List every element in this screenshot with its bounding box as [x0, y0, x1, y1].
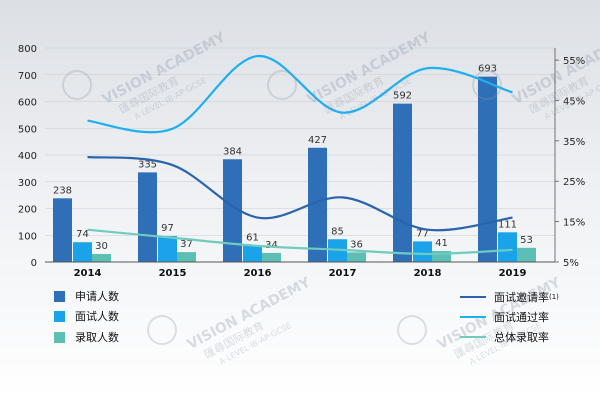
legend-item-admissions: 录取人数	[54, 329, 119, 345]
y2-tick-label: 55%	[563, 56, 585, 67]
bar-2-2016	[262, 252, 281, 262]
legend-item-pass-rate: 面试通过率	[460, 309, 549, 325]
bar-0-2015	[138, 172, 157, 262]
watermark-emblem-icon	[267, 70, 297, 100]
bar-1-2014	[73, 242, 92, 262]
legend-swatch-interviews	[54, 310, 65, 322]
line-series-2	[87, 228, 513, 256]
bar-1-2019	[498, 232, 517, 262]
legend-swatch-admissions	[54, 331, 65, 343]
x-tick-label: 2019	[499, 268, 527, 279]
x-axis: 2014 2015 2016 2017 2018 2019	[45, 261, 555, 279]
bar-0-2014	[53, 198, 72, 262]
line-series-1	[87, 54, 513, 134]
legend-swatch-invite-rate	[460, 296, 486, 298]
legend-item-applications: 申请人数	[54, 288, 119, 304]
bar-0-2019	[478, 76, 497, 262]
y-tick-label: 100	[18, 231, 37, 242]
bar-value-label: 77	[416, 228, 429, 239]
y-tick-label: 400	[18, 151, 37, 162]
y-tick-label: 600	[18, 98, 37, 109]
watermark-emblem-icon	[62, 70, 92, 100]
bar-1-2015	[158, 236, 177, 262]
bar-0-2017	[308, 147, 327, 262]
watermark-emblem-icon	[397, 315, 427, 345]
bar-value-label: 41	[435, 238, 448, 249]
bar-value-label: 36	[350, 239, 363, 250]
bar-value-label: 37	[180, 239, 193, 250]
y2-tick-label: 25%	[563, 177, 585, 188]
bar-0-2016	[223, 159, 242, 262]
legend-label-interviews: 面试人数	[75, 310, 119, 323]
watermark-emblem-icon	[147, 315, 177, 345]
bar-value-label: 111	[498, 219, 517, 230]
bar-value-label: 238	[53, 185, 72, 196]
grid-layer	[45, 47, 555, 263]
bar-value-label: 30	[95, 241, 108, 252]
legend-label-admit-rate: 总体录取率	[494, 331, 549, 344]
bar-0-2018	[393, 103, 412, 262]
y-tick-label: 200	[18, 205, 37, 216]
watermark-emblem-icon	[472, 70, 502, 100]
bar-2-2017	[347, 252, 366, 262]
line-series-0	[87, 155, 513, 232]
y2-tick-label: 45%	[563, 96, 585, 107]
legend-swatch-applications	[54, 290, 65, 302]
bar-value-label: 97	[161, 223, 174, 234]
bar-value-label: 335	[138, 159, 157, 170]
y2-tick-label: 15%	[563, 218, 585, 229]
bar-2-2014	[92, 253, 111, 262]
legend-label-applications: 申请人数	[75, 290, 119, 303]
x-tick-label: 2018	[414, 268, 442, 279]
y2-tick-label: 5%	[563, 258, 579, 269]
bar-value-label: 693	[478, 64, 497, 75]
legend-swatch-admit-rate	[460, 336, 486, 338]
bar-2-2019	[517, 247, 536, 262]
x-tick-label: 2016	[244, 268, 272, 279]
bar-value-label: 85	[331, 226, 344, 237]
legend-item-invite-rate: 面试邀请率 (1)	[460, 289, 559, 305]
bar-value-label: 34	[265, 240, 278, 251]
y-tick-label: 800	[18, 44, 37, 55]
legend-superscript: (1)	[549, 293, 559, 301]
y-axis-left: 0 100 200 300 400 500 600 700 800	[18, 44, 37, 269]
bar-value-label: 74	[76, 229, 89, 240]
y-axis-right: 5% 15% 25% 35% 45% 55%	[554, 48, 585, 269]
y-tick-label: 500	[18, 124, 37, 135]
bar-value-label: 427	[308, 135, 327, 146]
bar-value-label: 592	[393, 91, 412, 102]
bars-layer: 238 335 384 427 592 693 74 97 61 85 77 111 30 37 34 36 4…	[53, 64, 536, 262]
legend-item-interviews: 面试人数	[54, 308, 119, 324]
y-tick-label: 300	[18, 178, 37, 189]
lines-layer	[87, 54, 513, 256]
legend-item-admit-rate: 总体录取率	[460, 329, 549, 345]
bar-value-label: 61	[246, 233, 259, 244]
x-tick-label: 2017	[329, 268, 357, 279]
x-tick-label: 2015	[159, 268, 187, 279]
y2-tick-label: 35%	[563, 137, 585, 148]
y-tick-label: 700	[18, 71, 37, 82]
y-tick-label: 0	[31, 258, 37, 269]
bar-value-label: 384	[223, 146, 242, 157]
legend-label-invite-rate: 面试邀请率	[494, 291, 549, 304]
legend-label-admissions: 录取人数	[75, 331, 119, 344]
bar-2-2018	[432, 251, 451, 262]
bar-1-2018	[413, 241, 432, 262]
x-tick-label: 2014	[74, 268, 102, 279]
bar-value-label: 53	[520, 235, 533, 246]
bar-2-2015	[177, 252, 196, 262]
bar-1-2016	[243, 245, 262, 262]
legend-swatch-pass-rate	[460, 316, 486, 318]
legend-label-pass-rate: 面试通过率	[494, 311, 549, 324]
